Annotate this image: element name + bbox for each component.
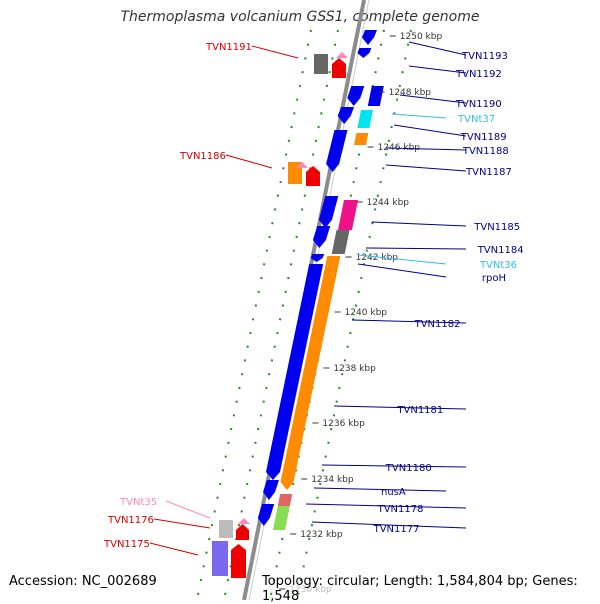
label-TVN1175: TVN1175 (103, 539, 150, 550)
trna-marker-1 (296, 162, 308, 168)
tick-label-0: 1250 kbp (400, 32, 443, 42)
label-TVN1193: TVN1193 (461, 51, 508, 62)
leader-nusA (313, 487, 447, 492)
label-TVNt37: TVNt37 (457, 114, 495, 125)
tick-label-5: 1240 kbp (345, 308, 388, 318)
gene-tvn1186 (306, 166, 320, 186)
gene-tvn1189a (367, 86, 384, 106)
leader-TVN1182 (351, 319, 467, 324)
leader-TVN1180 (321, 464, 467, 468)
leader-TVN1178 (305, 503, 467, 509)
label-TVN1178: TVN1178 (377, 504, 424, 515)
gene-tvnt35 (219, 520, 233, 538)
accession-text: Accession: NC_002689 (9, 574, 157, 589)
gene-nusa (263, 480, 279, 500)
label-TVN1181: TVN1181 (396, 405, 443, 416)
gene-tvn1188 (354, 133, 369, 145)
gene-tvn1175a (212, 541, 228, 576)
gene-tvn1178b (257, 504, 275, 526)
tick-label-10: 1230 kbp (289, 585, 332, 595)
label-TVN1185: TVN1185 (473, 222, 520, 233)
label-TVN1191: TVN1191 (205, 42, 252, 53)
gene-tvn1191a (314, 54, 328, 74)
gene-rpoh (280, 256, 341, 490)
label-TVN1176: TVN1176 (107, 515, 154, 526)
gene-tvn1185 (318, 196, 339, 228)
gene-tvn1185b (338, 200, 358, 230)
leader-TVN1177 (311, 521, 467, 529)
label-TVN1187: TVN1187 (465, 167, 512, 178)
leader-TVN1176 (153, 518, 211, 529)
leader-TVN1192 (408, 65, 467, 74)
label-TVN1189: TVN1189 (460, 132, 507, 143)
gene-tvn1192 (357, 48, 372, 58)
label-TVN1182: TVN1182 (414, 319, 461, 330)
leader-TVN1190 (399, 94, 467, 104)
gene-tvn1191 (332, 58, 346, 78)
map-title: Thermoplasma volcanium GSS1, complete ge… (120, 9, 480, 25)
gene-tvn1184 (331, 230, 350, 254)
gene-tvn1176 (236, 524, 249, 540)
label-rpoH: rpoH (482, 273, 506, 284)
label-TVN1184: TVN1184 (477, 245, 524, 256)
leader-TVNt36 (357, 254, 447, 265)
trna-marker-2 (238, 518, 250, 524)
tick-label-6: 1238 kbp (333, 364, 376, 374)
gene-tvn1190 (347, 86, 365, 106)
leader-TVN1193 (408, 41, 467, 56)
leader-TVN1175 (149, 542, 199, 556)
leader-TVN1188 (385, 147, 467, 151)
gene-tvn1178 (277, 494, 293, 506)
label-TVN1180: TVN1180 (385, 463, 432, 474)
outer-ring-left (196, 29, 312, 600)
leader-TVN1184 (365, 247, 467, 250)
label-TVN1190: TVN1190 (455, 99, 502, 110)
label-TVN1192: TVN1192 (455, 69, 502, 80)
gene-tvn1193 (362, 30, 377, 45)
leader-TVNt35 (165, 500, 211, 519)
gene-tvnt37 (357, 110, 373, 128)
leader-TVN1187 (385, 164, 467, 172)
leader-TVN1181 (333, 405, 467, 410)
tick-label-1: 1248 kbp (389, 88, 432, 98)
label-TVNt35: TVNt35 (119, 497, 157, 508)
label-TVN1186: TVN1186 (179, 151, 226, 162)
gene-tvn1189 (337, 107, 355, 124)
leader-TVN1186 (225, 154, 273, 169)
gene-tvn1187 (326, 130, 348, 172)
tick-label-9: 1232 kbp (300, 530, 343, 540)
leader-TVN1189 (393, 124, 467, 137)
leader-TVN1185 (371, 221, 467, 227)
gene-tvn1184a (312, 226, 331, 248)
gene-tvn1175 (231, 544, 246, 578)
leader-TVN1191 (251, 45, 299, 59)
leader-rpoH (357, 263, 447, 278)
tick-label-4: 1242 kbp (356, 253, 399, 263)
gene-tvnt36 (310, 254, 325, 262)
leader-TVNt37 (391, 113, 447, 119)
trna-marker-0 (336, 52, 348, 58)
label-TVN1177: TVN1177 (373, 524, 420, 535)
tick-label-7: 1236 kbp (322, 419, 365, 429)
tick-label-8: 1234 kbp (311, 475, 354, 485)
label-TVNt36: TVNt36 (479, 260, 517, 271)
gene-tvn1177 (273, 506, 290, 530)
label-TVN1188: TVN1188 (462, 146, 509, 157)
gene-tvn1182 (266, 264, 324, 480)
tick-label-3: 1244 kbp (367, 198, 410, 208)
label-nusA: nusA (381, 487, 406, 498)
